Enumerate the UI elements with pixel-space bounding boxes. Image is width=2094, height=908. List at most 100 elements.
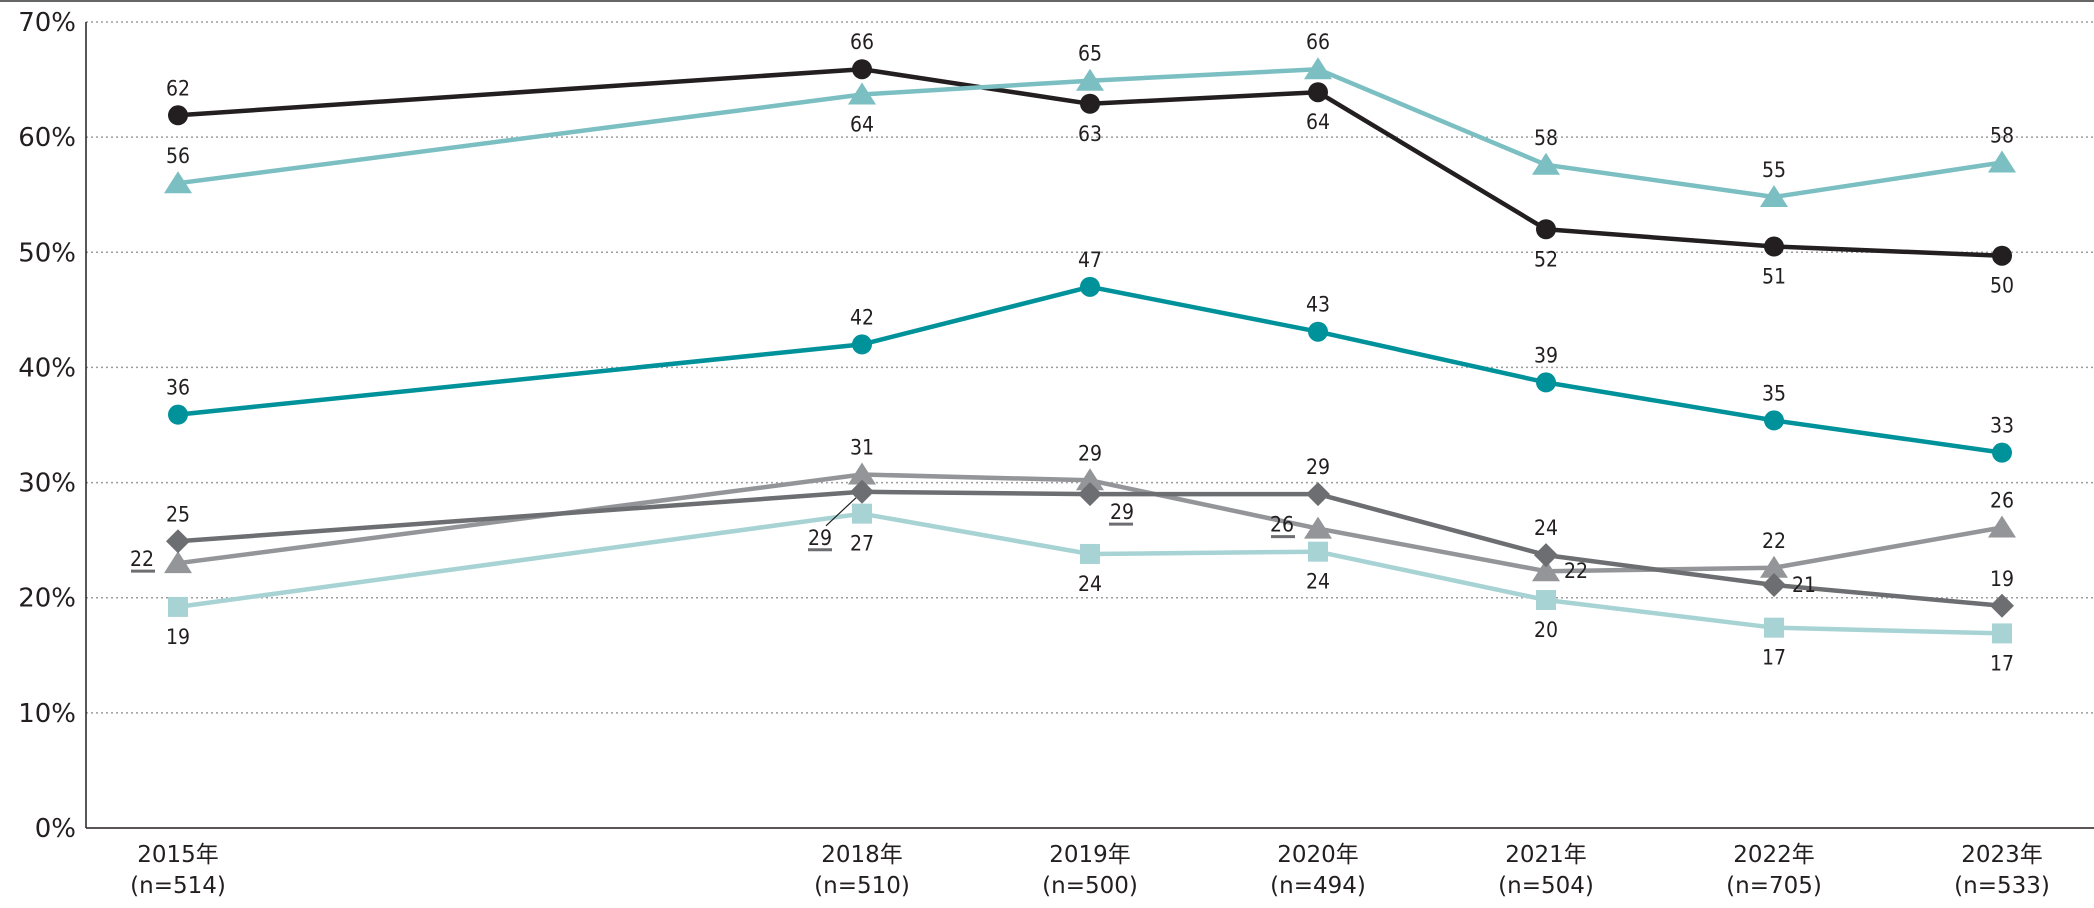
x-tick-label: 2018年	[821, 842, 903, 868]
data-label: 31	[850, 436, 874, 460]
data-point-triangle	[1304, 516, 1332, 539]
data-label: 20	[1534, 618, 1558, 642]
data-point-circle	[1308, 82, 1328, 103]
data-point-triangle	[1076, 468, 1104, 491]
data-label: 17	[1990, 651, 2014, 675]
data-label: 29	[1110, 500, 1134, 524]
data-point-circle	[1080, 276, 1100, 297]
series-line	[177, 284, 2003, 455]
data-label: 29	[1306, 455, 1330, 479]
data-label: 24	[1306, 570, 1330, 594]
data-point-triangle	[1532, 559, 1560, 582]
y-tick-label: 40%	[18, 353, 76, 383]
data-label: 56	[166, 144, 190, 168]
data-label: 66	[1306, 30, 1330, 54]
series-markers	[164, 57, 2016, 644]
data-label: 65	[1078, 42, 1102, 66]
data-point-circle	[1080, 93, 1100, 114]
data-point-circle	[168, 404, 188, 425]
data-label: 39	[1534, 343, 1558, 367]
data-label: 52	[1534, 247, 1558, 271]
data-label: 36	[166, 376, 190, 400]
data-point-circle	[168, 105, 188, 126]
data-point-triangle	[848, 462, 876, 485]
data-point-triangle	[1076, 68, 1104, 91]
data-point-square	[852, 503, 872, 524]
data-point-diamond	[1990, 593, 2014, 618]
data-label: 35	[1762, 381, 1786, 405]
data-point-diamond	[1306, 482, 1330, 507]
x-tick-sublabel: (n=533)	[1954, 873, 2050, 899]
data-label: 22	[1564, 559, 1588, 583]
data-label: 64	[1306, 110, 1330, 134]
x-tick-label: 2022年	[1733, 842, 1815, 868]
data-point-circle	[1536, 372, 1556, 393]
y-tick-label: 20%	[18, 584, 76, 614]
data-point-triangle	[1988, 515, 2016, 538]
x-tick-sublabel: (n=510)	[814, 873, 910, 899]
data-label: 66	[850, 30, 874, 54]
data-label: 33	[1990, 414, 2014, 438]
data-label: 29	[1078, 441, 1102, 465]
data-label: 64	[850, 113, 874, 137]
data-label: 29	[808, 526, 832, 550]
y-tick-label: 0%	[35, 814, 76, 844]
y-axis: 0% 10% 20% 30% 40% 50% 60% 70%	[18, 8, 87, 844]
data-point-triangle	[1304, 57, 1332, 80]
x-tick-sublabel: (n=504)	[1498, 873, 1594, 899]
data-labels: 62 66 63 64 52 51 50 56 64 65 66 58 55 58 36 42 47 43 39 35…	[130, 30, 2014, 675]
data-label: 62	[166, 76, 190, 100]
data-point-square	[1992, 623, 2012, 644]
label-leader-line	[825, 497, 857, 527]
data-point-circle	[852, 334, 872, 355]
data-label: 47	[1078, 248, 1102, 272]
x-tick-sublabel: (n=705)	[1726, 873, 1822, 899]
data-label: 63	[1078, 122, 1102, 146]
y-tick-label: 30%	[18, 469, 76, 499]
data-label: 19	[166, 625, 190, 649]
x-tick-label: 2019年	[1049, 842, 1131, 868]
data-label: 50	[1990, 274, 2014, 298]
data-label: 51	[1762, 265, 1786, 289]
data-point-triangle	[1988, 150, 2016, 173]
data-point-diamond	[1078, 482, 1102, 507]
data-label: 43	[1306, 293, 1330, 317]
data-label: 22	[1762, 529, 1786, 553]
x-tick-label: 2015年	[137, 842, 219, 868]
data-point-circle	[1308, 321, 1328, 342]
data-point-triangle	[848, 82, 876, 105]
y-tick-label: 50%	[18, 238, 76, 268]
data-point-triangle	[1760, 555, 1788, 578]
data-point-diamond	[166, 529, 190, 554]
x-tick-sublabel: (n=500)	[1042, 873, 1138, 899]
data-point-square	[168, 596, 188, 617]
data-label: 58	[1534, 126, 1558, 150]
data-label: 26	[1990, 488, 2014, 512]
data-point-circle	[1992, 245, 2012, 266]
data-point-square	[1308, 541, 1328, 562]
data-point-diamond	[1762, 573, 1786, 598]
data-label: 25	[166, 502, 190, 526]
data-label: 24	[1078, 572, 1102, 596]
data-point-triangle	[1532, 152, 1560, 175]
data-point-circle	[852, 59, 872, 80]
x-tick-sublabel: (n=494)	[1270, 873, 1366, 899]
data-label: 17	[1762, 646, 1786, 670]
data-label: 42	[850, 305, 874, 329]
x-tick-label: 2023年	[1961, 842, 2043, 868]
data-label: 58	[1990, 123, 2014, 147]
data-point-square	[1080, 543, 1100, 564]
data-label: 26	[1270, 513, 1294, 537]
y-tick-label: 60%	[18, 123, 76, 153]
data-label: 21	[1792, 573, 1816, 597]
data-point-diamond	[1534, 543, 1558, 568]
data-point-square	[1536, 590, 1556, 611]
x-tick-sublabel: (n=514)	[130, 873, 226, 899]
y-tick-label: 70%	[18, 8, 76, 38]
data-point-circle	[1992, 442, 2012, 463]
data-point-triangle	[164, 171, 192, 194]
data-label: 55	[1762, 158, 1786, 182]
data-point-triangle	[164, 551, 192, 574]
data-point-circle	[1536, 219, 1556, 240]
